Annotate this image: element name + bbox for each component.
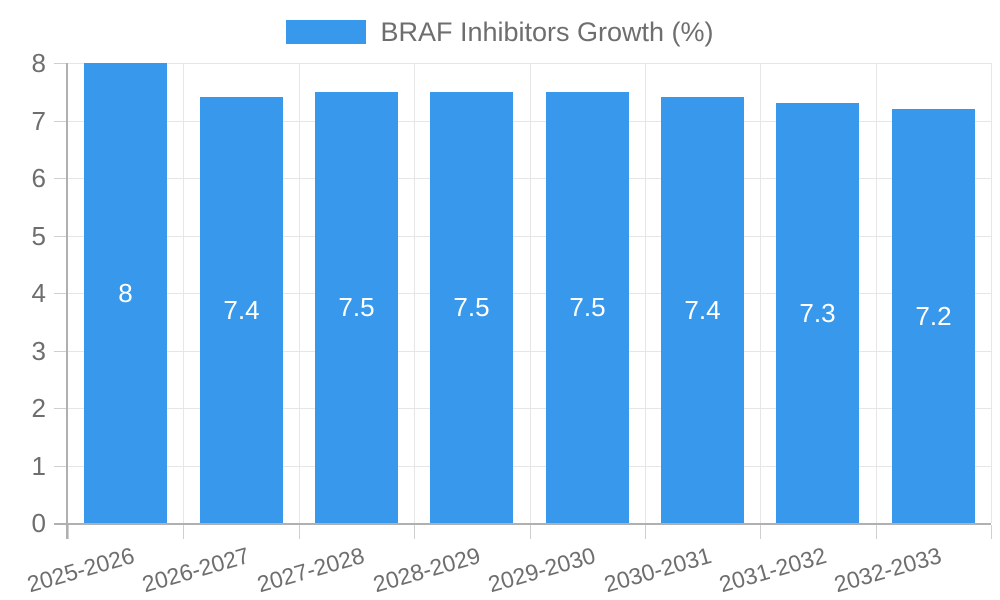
y-axis-tick [54,408,68,409]
y-axis-line [66,63,68,539]
bar[interactable]: 8 [84,63,167,523]
bar-value-label: 7.2 [915,300,952,331]
bar[interactable]: 7.2 [892,109,975,523]
y-axis-label: 1 [31,451,46,481]
y-gridline [68,121,991,122]
x-gridline [760,63,761,523]
bar-value-label: 7.5 [569,292,606,322]
x-axis-tick [530,525,531,539]
bar[interactable]: 7.3 [776,103,859,523]
x-axis-tick [876,525,877,539]
y-axis-tick [54,293,68,294]
x-axis-label: 2029-2030 [485,542,599,598]
y-gridline [68,63,991,64]
bar-value-label: 7.4 [223,294,260,325]
bar-value-label: 7.4 [684,294,721,325]
x-gridline [530,63,531,523]
y-axis-label: 6 [31,163,46,193]
x-axis-label: 2025-2026 [23,542,137,598]
x-axis-label: 2026-2027 [139,542,253,598]
bar[interactable]: 7.5 [546,92,629,523]
x-axis-tick [68,525,69,539]
x-gridline [991,63,992,523]
bar-value-label: 7.5 [453,292,490,322]
y-gridline [68,351,991,352]
x-axis-label: 2027-2028 [254,542,368,598]
y-axis-label: 2 [31,393,46,423]
x-axis-tick [299,525,300,539]
y-axis-tick [54,466,68,467]
x-axis-tick [760,525,761,539]
x-axis-label: 2028-2029 [370,542,483,598]
x-axis-tick [991,525,992,539]
x-axis-label: 2030-2031 [600,542,714,598]
legend-label: BRAF Inhibitors Growth (%) [380,17,714,47]
x-axis-label: 2032-2033 [831,542,945,598]
y-axis-tick [54,121,68,122]
y-gridline [68,236,991,237]
bar-value-label: 8 [118,277,133,308]
x-gridline [645,63,646,523]
x-gridline [414,63,415,523]
legend-swatch [286,20,367,44]
y-axis-label: 3 [31,336,46,366]
y-gridline [68,408,991,409]
y-gridline [68,178,991,179]
x-axis-tick [645,525,646,539]
y-gridline [68,466,991,467]
y-gridline [68,293,991,294]
bar[interactable]: 7.5 [430,92,513,523]
x-axis-tick [414,525,415,539]
x-axis-tick [183,525,184,539]
bar-value-label: 7.3 [799,297,836,328]
y-axis-label: 4 [31,278,46,308]
y-axis-label: 8 [31,48,46,78]
x-gridline [299,63,300,523]
y-axis-label: 7 [31,106,46,136]
y-axis-label: 5 [31,221,46,251]
bar[interactable]: 7.4 [200,97,283,523]
bar[interactable]: 7.4 [661,97,744,523]
bar-value-label: 7.5 [338,292,375,322]
x-axis-label: 2031-2032 [716,542,830,598]
y-axis-tick [54,178,68,179]
chart-legend[interactable]: BRAF Inhibitors Growth (%) [0,17,1000,47]
x-gridline [876,63,877,523]
y-axis-tick [54,236,68,237]
y-axis-tick [54,351,68,352]
x-gridline [183,63,184,523]
y-axis-tick [54,63,68,64]
bar[interactable]: 7.5 [315,92,398,523]
x-axis-line [54,523,991,525]
y-axis-label: 0 [31,508,46,538]
